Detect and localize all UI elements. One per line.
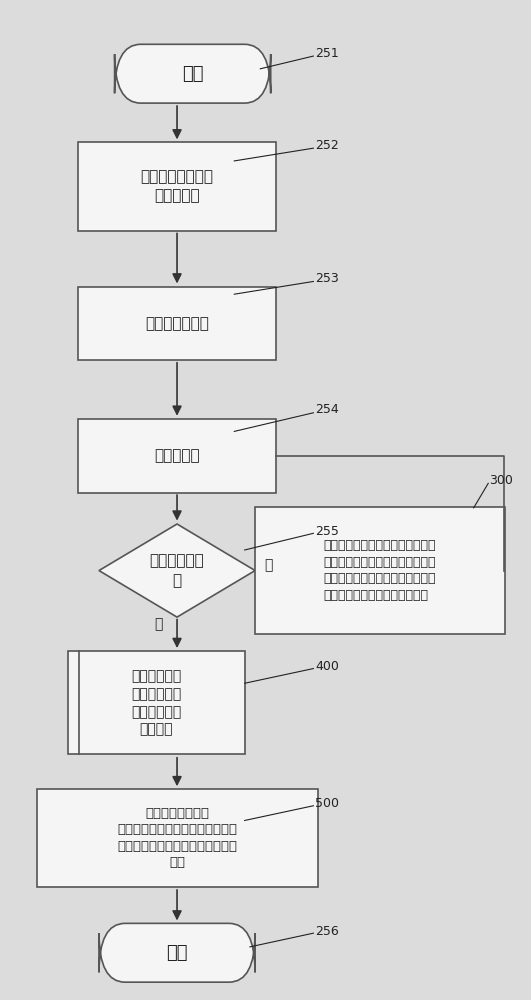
Text: 是: 是 xyxy=(155,617,163,631)
FancyBboxPatch shape xyxy=(78,287,276,360)
FancyBboxPatch shape xyxy=(68,651,245,754)
Text: 254: 254 xyxy=(315,403,339,416)
FancyBboxPatch shape xyxy=(37,789,318,887)
Text: 252: 252 xyxy=(315,139,339,152)
Text: 保存同步刷牙数据
（如果此为意外中断则表明有实时
数据进入，进入实时数据接收子过
程）: 保存同步刷牙数据 （如果此为意外中断则表明有实时 数据进入，进入实时数据接收子过… xyxy=(117,807,237,869)
FancyBboxPatch shape xyxy=(99,923,255,982)
Text: 设备连接配对并时
间同步完成: 设备连接配对并时 间同步完成 xyxy=(141,169,213,204)
Text: 400: 400 xyxy=(315,660,339,673)
Text: 253: 253 xyxy=(315,272,339,285)
FancyBboxPatch shape xyxy=(255,507,505,634)
Text: 256: 256 xyxy=(315,925,339,938)
Text: 255: 255 xyxy=(315,525,339,538)
Text: 500: 500 xyxy=(315,797,339,810)
Text: 否: 否 xyxy=(264,559,272,573)
FancyBboxPatch shape xyxy=(78,142,276,231)
Text: 结束: 结束 xyxy=(166,944,188,962)
Text: 251: 251 xyxy=(315,47,339,60)
Text: 是否为包结束
帧: 是否为包结束 帧 xyxy=(150,553,204,588)
FancyBboxPatch shape xyxy=(78,419,276,493)
Text: 从数据帧中解析出刷牙运动数据信
息包括实时的三轴速度，时间戳和
运动模式等信息，计算出翻滚角、
俯仰角、方位角，保存到缓冲里: 从数据帧中解析出刷牙运动数据信 息包括实时的三轴速度，时间戳和 运动模式等信息，… xyxy=(324,539,436,602)
Text: 接收数据帧: 接收数据帧 xyxy=(154,448,200,463)
Text: 300: 300 xyxy=(489,474,513,487)
FancyBboxPatch shape xyxy=(115,44,271,103)
Polygon shape xyxy=(99,524,255,617)
Text: 开始: 开始 xyxy=(182,65,203,83)
Text: 根据所缓存的
刷牙数据包中
数据计算各项
评价指数: 根据所缓存的 刷牙数据包中 数据计算各项 评价指数 xyxy=(131,669,182,737)
Text: 有实时数据接入: 有实时数据接入 xyxy=(145,316,209,331)
